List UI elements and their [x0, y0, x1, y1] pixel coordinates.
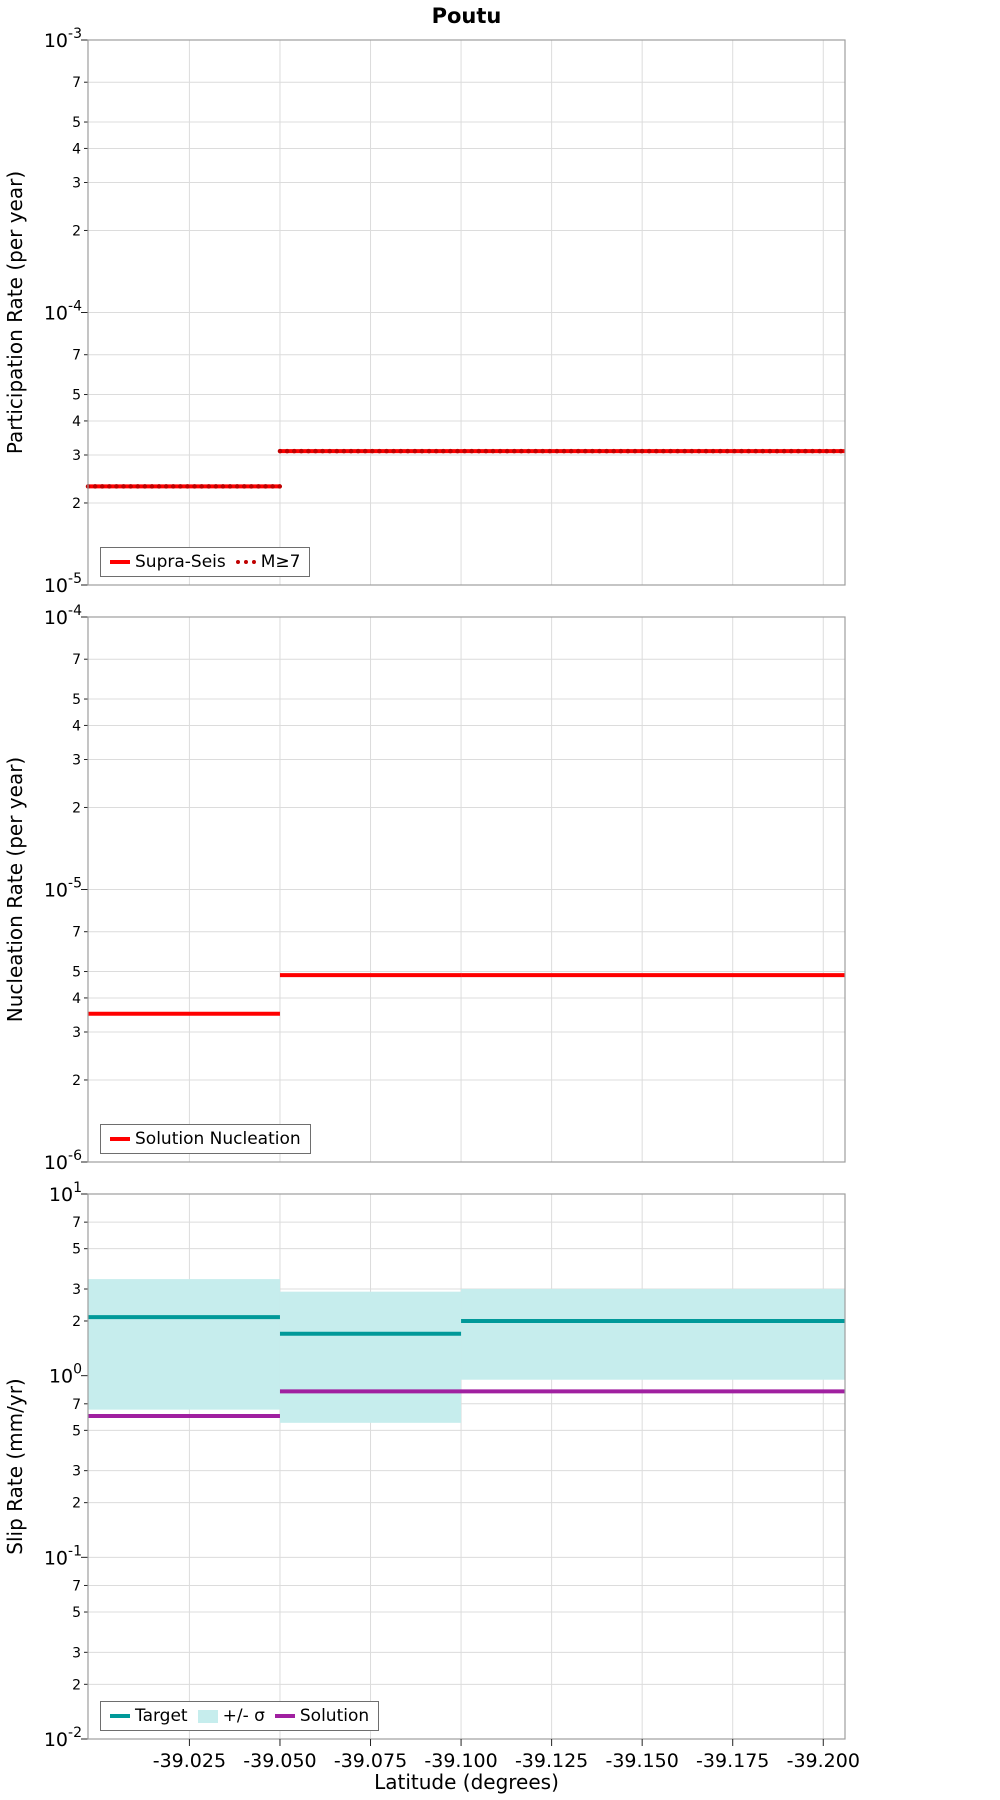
legend-item-solution-nucleation: Solution Nucleation — [110, 1129, 301, 1149]
y-minor-label: 2 — [72, 1314, 81, 1330]
band-+/- sigma band — [461, 1288, 845, 1380]
y-minor-label: 5 — [72, 115, 81, 131]
legend-label: Target — [135, 1706, 188, 1726]
y-axis-title: Slip Rate (mm/yr) — [3, 1378, 27, 1554]
plot-background — [88, 1194, 845, 1739]
band-+/- sigma band — [88, 1279, 280, 1410]
y-major-label: 10-4 — [44, 603, 82, 629]
y-major-label: 10-6 — [44, 1148, 82, 1174]
legend-label: Solution Nucleation — [135, 1129, 301, 1149]
y-major-label: 10-5 — [44, 876, 82, 902]
x-tick-label: -39.200 — [787, 1750, 860, 1772]
y-minor-label: 3 — [72, 1464, 81, 1480]
legend-label: +/- σ — [222, 1706, 265, 1726]
legend-item-sigma-band: +/- σ — [197, 1706, 265, 1726]
plot-frame — [87, 1193, 846, 1740]
y-minor-label: 3 — [72, 1282, 81, 1298]
slip-rate-legend: Target +/- σ Solution — [100, 1701, 380, 1731]
legend-item-target: Target — [110, 1706, 188, 1726]
y-major-label: 10-1 — [44, 1543, 82, 1569]
x-tick-label: -39.175 — [696, 1750, 769, 1772]
y-major-label: 101 — [49, 1180, 82, 1206]
legend-item-supra-seis: Supra-Seis — [110, 552, 226, 572]
y-minor-label: 4 — [72, 141, 81, 157]
y-axis-title: Participation Rate (per year) — [3, 171, 27, 454]
y-minor-label: 2 — [72, 800, 81, 816]
y-minor-label: 7 — [72, 652, 81, 668]
y-minor-label: 5 — [72, 388, 81, 404]
y-minor-label: 2 — [72, 223, 81, 239]
y-minor-label: 2 — [72, 1677, 81, 1693]
plot-frame — [87, 39, 846, 586]
x-axis-title: Latitude (degrees) — [374, 1770, 559, 1794]
y-minor-label: 2 — [72, 1496, 81, 1512]
legend-label: M≥7 — [260, 552, 301, 572]
y-minor-label: 4 — [72, 414, 81, 430]
m7-dotted-line-swatch — [235, 560, 256, 564]
y-minor-label: 7 — [72, 1397, 81, 1413]
solution-nucleation-line-swatch — [110, 1137, 130, 1141]
y-major-label: 10-3 — [44, 26, 82, 52]
y-minor-label: 2 — [72, 496, 81, 512]
y-minor-label: 2 — [72, 1073, 81, 1089]
y-minor-label: 7 — [72, 925, 81, 941]
y-minor-label: 3 — [72, 175, 81, 191]
y-minor-label: 7 — [72, 1215, 81, 1231]
y-minor-label: 4 — [72, 991, 81, 1007]
x-tick-label: -39.025 — [153, 1750, 226, 1772]
x-tick-label: -39.150 — [605, 1750, 678, 1772]
y-minor-label: 5 — [72, 692, 81, 708]
x-tick-label: -39.050 — [243, 1750, 316, 1772]
x-tick-label: -39.075 — [334, 1750, 407, 1772]
y-axis-title: Nucleation Rate (per year) — [3, 757, 27, 1022]
y-minor-label: 5 — [72, 1423, 81, 1439]
participation-panel: 7 5 4 3 2 7 5 4 3 2 10-5 10-4 10-3 Participation Rate… — [3, 26, 848, 597]
x-tick-label: -39.125 — [515, 1750, 588, 1772]
legend-item-solution: Solution — [274, 1706, 370, 1726]
y-minor-label: 4 — [72, 718, 81, 734]
target-line-swatch — [110, 1714, 130, 1718]
sigma-band-swatch — [197, 1709, 218, 1723]
legend-label: Supra-Seis — [135, 552, 226, 572]
y-minor-label: 3 — [72, 448, 81, 464]
y-minor-label: 7 — [72, 1578, 81, 1594]
y-minor-label: 7 — [72, 75, 81, 91]
y-major-label: 10-4 — [44, 299, 82, 325]
y-minor-label: 5 — [72, 1605, 81, 1621]
slip-rate-panel: 7 5 3 2 7 5 3 2 7 5 3 2 10-2 10-1 100 101 -39.025 -39.050… — [3, 1180, 860, 1772]
y-major-label: 10-2 — [44, 1725, 82, 1751]
x-tick-label: -39.100 — [424, 1750, 497, 1772]
y-minor-label: 3 — [72, 752, 81, 768]
y-major-label: 10-5 — [44, 571, 82, 597]
participation-legend: Supra-Seis M≥7 — [100, 547, 311, 577]
plot-frame — [87, 616, 846, 1163]
y-minor-label: 5 — [72, 1242, 81, 1258]
supra-seis-line-swatch — [110, 560, 130, 564]
y-minor-label: 3 — [72, 1645, 81, 1661]
legend-item-m7: M≥7 — [235, 552, 301, 572]
band-+/- sigma band — [279, 1291, 462, 1423]
y-major-label: 100 — [49, 1362, 82, 1388]
legend-label: Solution — [299, 1706, 370, 1726]
y-minor-label: 5 — [72, 965, 81, 981]
nucleation-panel: 7 5 4 3 2 7 5 4 3 2 10-6 10-5 10-4 Nucleation Rate (p… — [3, 603, 846, 1174]
chart-title: Poutu — [431, 4, 502, 28]
y-minor-label: 7 — [72, 348, 81, 364]
solution-line-swatch — [274, 1714, 295, 1718]
y-minor-label: 3 — [72, 1025, 81, 1041]
nucleation-legend: Solution Nucleation — [100, 1124, 311, 1154]
